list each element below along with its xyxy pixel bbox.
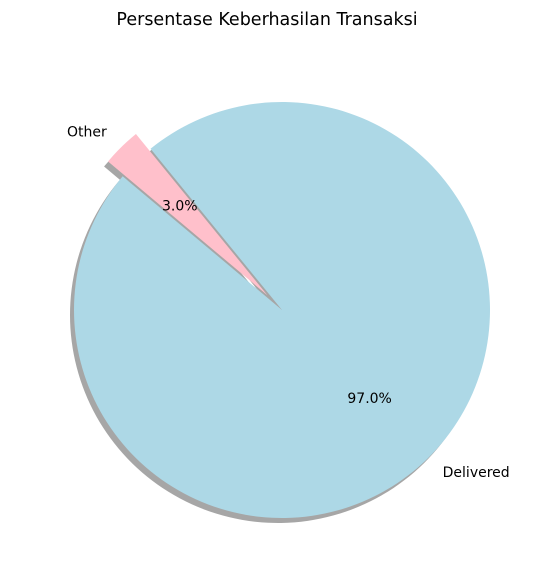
chart-title: Persentase Keberhasilan Transaksi	[116, 10, 417, 30]
pie-slice-other	[108, 134, 268, 296]
pie-label-group: Delivered 97.0% Other 3.0%	[67, 124, 510, 481]
slice-percent-label-delivered: 97.0%	[347, 391, 391, 407]
pie-slice-delivered	[73, 101, 490, 519]
slice-label-other: Other	[67, 124, 107, 140]
slice-label-delivered: Delivered	[443, 465, 510, 481]
pie-slice-group	[73, 101, 490, 519]
slice-percent-label-other: 3.0%	[162, 198, 198, 214]
